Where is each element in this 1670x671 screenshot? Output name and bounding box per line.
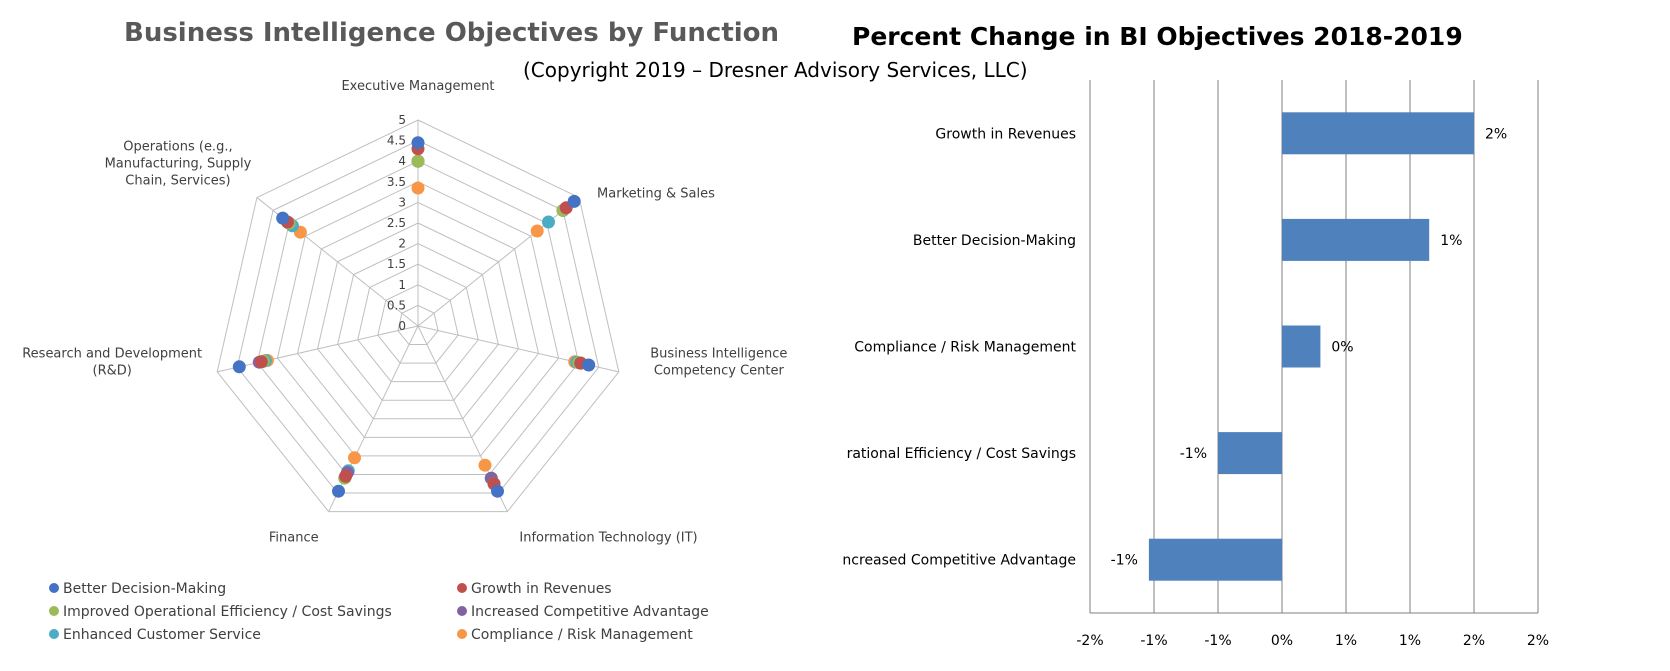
bar-x-tick-label: 1% (1335, 633, 1357, 649)
legend-marker (49, 606, 59, 616)
bar-compliance-risk-management (1282, 325, 1321, 368)
radar-point-growth-in-revenues (339, 469, 353, 483)
bar-chart-title: Percent Change in BI Objectives 2018-201… (852, 22, 1463, 51)
radar-point-compliance-risk-management (478, 458, 492, 472)
bar-x-tick-label: 0% (1271, 633, 1293, 649)
radar-axis-label-7: Operations (e.g., (123, 140, 232, 155)
radar-tick-label: 2.5 (387, 216, 406, 230)
radar-point-better-decision-making (491, 484, 504, 498)
radar-point-improved-operational-efficiency-cost-savings (411, 154, 425, 168)
radar-point-compliance-risk-management (530, 224, 544, 238)
bar-increased-competitive-advantage (1148, 538, 1282, 581)
radar-gridline (357, 263, 479, 383)
radar-point-better-decision-making (232, 360, 246, 374)
bar-data-label: 1% (1440, 233, 1462, 249)
radar-axis-label-6: Research and Development (22, 346, 202, 361)
legend-marker (49, 629, 59, 639)
radar-gridline (337, 243, 499, 401)
legend-entry-better-decision-making: Better Decision-Making (63, 581, 226, 597)
bar-x-tick-label: 1% (1399, 633, 1421, 649)
radar-axis-label-5: Finance (269, 531, 319, 546)
bar-data-label: -1% (1180, 446, 1207, 462)
radar-tick-label: 2 (398, 237, 406, 251)
bar-data-label: 0% (1331, 340, 1353, 356)
copyright-note: (Copyright 2019 – Dresner Advisory Servi… (523, 58, 1028, 82)
radar-point-better-decision-making (567, 194, 581, 208)
radar-tick-label: 0.5 (387, 298, 406, 312)
radar-gridline (317, 222, 519, 420)
bar-improved-operational-efficiency-cost-savings (1218, 432, 1282, 475)
bar-x-tick-label: -2% (1076, 633, 1103, 649)
radar-axis-label-7: Chain, Services) (125, 174, 230, 189)
radar-spoke (417, 197, 580, 327)
radar-axis-label-4: Information Technology (IT) (519, 531, 697, 546)
radar-axis-label-3: Competency Center (654, 363, 785, 378)
radar-tick-label: 1.5 (387, 257, 406, 271)
radar-tick-label: 3.5 (387, 175, 406, 189)
radar-tick-label: 4.5 (387, 134, 406, 148)
radar-point-enhanced-customer-service (542, 215, 555, 229)
radar-chart-title: Business Intelligence Objectives by Func… (124, 18, 780, 48)
legend-entry-enhanced-customer-service: Enhanced Customer Service (63, 627, 261, 643)
radar-axis-label-7: Manufacturing, Supply (105, 157, 252, 172)
radar-axis-label-6: (R&D) (93, 363, 132, 378)
radar-axis-label-3: Business Intelligence (650, 346, 787, 361)
radar-point-compliance-risk-management (411, 181, 425, 195)
bar-chart: -2% -1% -1% 0% 1% 1% 2% 2% Growth in Revenues Bet… (842, 80, 1549, 649)
bar-data-label: -1% (1111, 553, 1138, 569)
radar-chart: 0 0.5 1 1.5 2 2.5 3 3.5 4 4.5 5 Executive Managemen… (22, 79, 787, 546)
bar-category-label: ncreased Competitive Advantage (842, 553, 1076, 569)
bar-data-label: 2% (1485, 126, 1507, 142)
radar-spoke (217, 325, 419, 373)
legend-entry-growth-in-revenues: Growth in Revenues (471, 581, 612, 597)
legend-entry-improved-operational-efficiency-cost-savings: Improved Operational Efficiency / Cost S… (63, 604, 392, 620)
bar-category-label: Growth in Revenues (935, 126, 1076, 142)
radar-gridline (276, 181, 560, 457)
bar-x-tick-label: 2% (1463, 633, 1485, 649)
radar-tick-label: 4 (398, 154, 406, 168)
radar-gridline (216, 119, 620, 513)
bar-growth-in-revenues (1282, 112, 1474, 155)
bar-x-tick-label: -1% (1204, 633, 1231, 649)
radar-gridline (296, 201, 540, 438)
radar-gridline (236, 140, 600, 494)
bar-x-tick-label: -1% (1140, 633, 1167, 649)
radar-legend: Better Decision-Making Growth in Revenues… (49, 581, 709, 643)
legend-marker (49, 583, 59, 593)
radar-gridline (397, 304, 439, 346)
radar-gridline (256, 160, 580, 475)
radar-point-growth-in-revenues (254, 355, 268, 369)
legend-entry-compliance-risk-management: Compliance / Risk Management (471, 627, 693, 643)
radar-tick-label: 0 (398, 319, 406, 333)
radar-point-compliance-risk-management (348, 451, 361, 465)
legend-marker (457, 629, 467, 639)
bar-better-decision-making (1282, 218, 1430, 261)
radar-axis-label-2: Marketing & Sales (597, 187, 715, 202)
bar-category-label: Compliance / Risk Management (854, 340, 1076, 356)
radar-gridline (377, 284, 459, 364)
radar-tick-label: 5 (398, 113, 406, 127)
radar-point-better-decision-making (582, 358, 596, 372)
radar-point-better-decision-making (276, 211, 290, 225)
radar-tick-label: 3 (398, 195, 406, 209)
legend-marker (457, 583, 467, 593)
radar-tick-label: 1 (398, 278, 406, 292)
legend-marker (457, 606, 467, 616)
legend-entry-increased-competitive-advantage: Increased Competitive Advantage (471, 604, 709, 620)
bar-x-tick-label: 2% (1527, 633, 1549, 649)
radar-point-better-decision-making (411, 136, 425, 150)
bar-category-label: rational Efficiency / Cost Savings (847, 446, 1076, 462)
radar-point-better-decision-making (332, 484, 345, 498)
bar-category-label: Better Decision-Making (913, 233, 1076, 249)
radar-axis-label-1: Executive Management (341, 79, 494, 94)
